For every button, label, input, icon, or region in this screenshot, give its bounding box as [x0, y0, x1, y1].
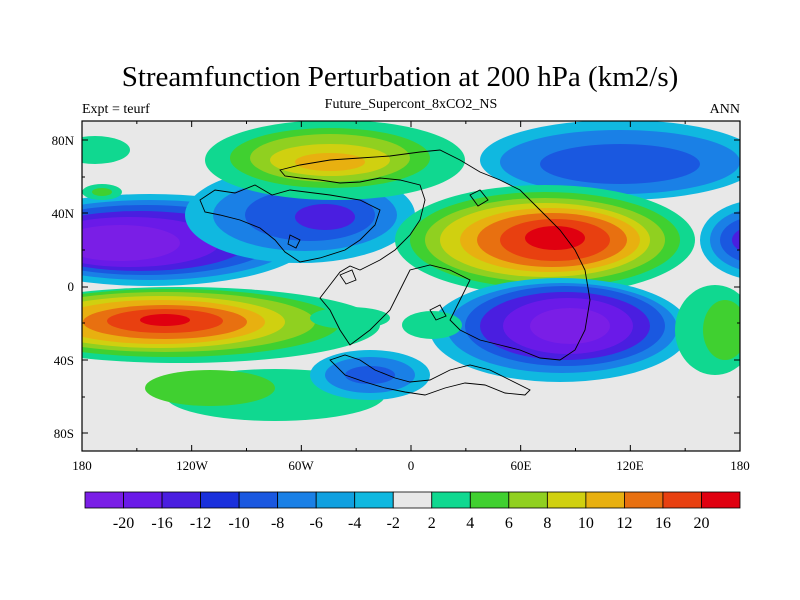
colorbar-swatch [277, 491, 317, 509]
colorbar-swatch [315, 491, 356, 509]
anomaly-high-south-pacific [82, 287, 380, 363]
anomaly-low-south-indian [430, 278, 690, 382]
experiment-label: Expt = teurf [82, 102, 150, 117]
colorbar-label: -2 [387, 515, 400, 532]
colorbar-swatch [238, 491, 279, 509]
continent-north-west [199, 184, 381, 263]
colorbar-label: -12 [190, 515, 211, 532]
colorbar-labels: -20 -16 -12 -10 -8 -6 -4 -2 2 4 6 8 10 12 16 20 [113, 515, 710, 532]
colorbar [84, 491, 741, 509]
colorbar-swatch [354, 491, 394, 509]
page-title: Streamfunction Perturbation at 200 hPa (… [121, 61, 679, 93]
colorbar-swatch [624, 491, 664, 509]
colorbar-swatch [508, 491, 548, 509]
colorbar-swatch [662, 491, 702, 509]
anomaly-high-southeast [310, 285, 740, 375]
x-tick-label: 120W [176, 458, 209, 473]
island-pacific [287, 234, 301, 249]
colorbar-swatch [701, 491, 741, 509]
colorbar-label: 16 [655, 515, 671, 532]
colorbar-label: -16 [151, 515, 172, 532]
colorbar-swatch [161, 491, 201, 509]
season-label: ANN [709, 102, 740, 117]
y-tick-label: 80N [52, 133, 75, 148]
island-central [339, 269, 357, 285]
continent-outlines [199, 149, 591, 396]
colorbar-label: 4 [466, 515, 474, 532]
y-axis-labels: 80N 40N 0 40S 80S [52, 133, 75, 441]
colorbar-swatch [200, 491, 240, 509]
x-tick-label: 60W [288, 458, 314, 473]
anomaly-high-arctic [205, 121, 465, 200]
x-tick-label: 0 [408, 458, 415, 473]
island-south [429, 304, 447, 321]
colorbar-swatch [392, 491, 433, 509]
axis-ticks [81, 121, 741, 451]
anomaly-low-south-america [310, 350, 430, 400]
x-tick-label: 180 [730, 458, 750, 473]
colorbar-label: 12 [616, 515, 632, 532]
colorbar-label: -8 [271, 515, 284, 532]
continent-south [329, 354, 531, 396]
colorbar-label: 20 [693, 515, 709, 532]
y-tick-label: 0 [68, 279, 75, 294]
x-tick-label: 120E [616, 458, 644, 473]
colorbar-swatch [431, 491, 471, 509]
colorbar-label: -6 [310, 515, 323, 532]
anomaly-high-asia [395, 185, 695, 295]
y-tick-label: 80S [54, 426, 74, 441]
colorbar-label: -4 [348, 515, 361, 532]
colorbar-swatch [123, 491, 163, 509]
anomaly-high-northwest [82, 136, 130, 200]
y-tick-label: 40S [54, 353, 74, 368]
colorbar-label: -10 [228, 515, 249, 532]
colorbar-label: 6 [505, 515, 513, 532]
island-east [469, 189, 489, 207]
anomaly-low-northeast [480, 121, 740, 200]
x-tick-label: 180 [72, 458, 92, 473]
colorbar-label: 10 [578, 515, 594, 532]
colorbar-swatch [546, 491, 587, 509]
anomaly-low-east-edge [700, 202, 740, 278]
colorbar-label: 2 [428, 515, 436, 532]
continent-north-east [279, 149, 591, 361]
colorbar-label: -20 [113, 515, 134, 532]
x-tick-label: 60E [511, 458, 532, 473]
y-tick-label: 40N [52, 206, 75, 221]
case-label: Future_Supercont_8xCO2_NS [324, 97, 498, 112]
x-axis-labels: 180 120W 60W 0 60E 120E 180 [72, 458, 750, 473]
anomaly-fields [82, 121, 740, 421]
colorbar-swatch [469, 491, 510, 509]
map-panel [82, 121, 740, 451]
colorbar-swatch [84, 491, 124, 509]
colorbar-label: 8 [543, 515, 551, 532]
colorbar-swatch [585, 491, 625, 509]
